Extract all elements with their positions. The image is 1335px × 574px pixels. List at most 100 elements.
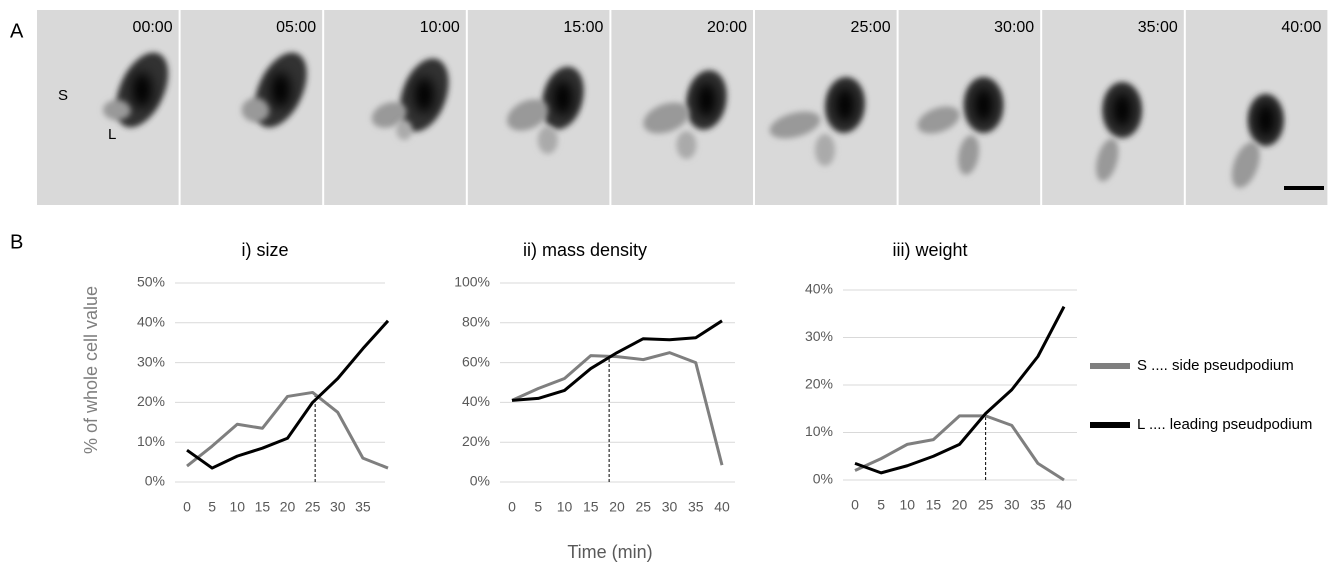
x-tick-label: 30 [1004,497,1020,513]
cell [241,98,270,122]
x-tick-label: 10 [557,499,573,515]
cell-core [270,72,291,108]
data-line [186,390,389,470]
timestamp: 40:00 [1281,19,1321,36]
x-tick-label: 40 [714,499,730,515]
frame: 10:00 [324,10,466,205]
cell [103,100,131,120]
cell-core [1112,92,1133,128]
chart-title: i) size [241,240,288,260]
cell-label: S [58,87,68,104]
x-tick-label: 20 [952,497,968,513]
data-line [186,319,390,470]
x-axis-label: Time (min) [567,542,652,562]
timestamp: 15:00 [563,19,603,36]
x-tick-label: 30 [330,499,346,515]
y-tick-label: 0% [145,473,165,489]
x-tick-label: 15 [255,499,271,515]
cell [958,135,980,175]
cell-core [414,77,435,113]
y-tick-label: 0% [470,473,490,489]
cell [537,126,558,154]
x-tick-label: 5 [534,499,542,515]
y-tick-label: 0% [813,471,833,487]
x-tick-label: 15 [583,499,599,515]
y-tick-label: 20% [805,376,833,392]
frame: 20:00 [611,10,753,205]
y-tick-label: 10% [137,433,165,449]
y-tick-label: 40% [137,314,165,330]
y-tick-label: 10% [805,423,833,439]
cell [1231,142,1260,188]
x-tick-label: 10 [899,497,915,513]
y-tick-label: 40% [805,281,833,297]
y-tick-label: 40% [462,393,490,409]
cell-core [1255,102,1276,138]
cell-label: L [108,126,116,143]
cell [507,99,549,131]
x-tick-label: 20 [280,499,296,515]
data-line [854,305,1066,475]
timestamp: 25:00 [851,19,891,36]
timestamp: 05:00 [276,19,316,36]
y-tick-label: 80% [462,314,490,330]
legend-label: L .... leading pseudpodium [1137,416,1312,433]
x-tick-label: 20 [609,499,625,515]
y-tick-label: 50% [137,274,165,290]
x-tick-label: 0 [508,499,516,515]
y-tick-label: 30% [137,353,165,369]
x-tick-label: 30 [662,499,678,515]
chart-title: iii) weight [892,240,967,260]
y-tick-label: 20% [462,433,490,449]
x-tick-label: 5 [877,497,885,513]
x-tick-label: 40 [1056,497,1072,513]
y-tick-label: 60% [462,353,490,369]
data-line [854,414,1065,482]
cell [1095,138,1119,182]
y-tick-label: 100% [454,274,490,290]
frame: 40:00 [1185,10,1328,205]
y-tick-label: 20% [137,393,165,409]
chart-title: ii) mass density [523,240,647,260]
frame: 05:00 [180,10,323,205]
x-tick-label: 25 [978,497,994,513]
x-tick-label: 35 [1030,497,1046,513]
timestamp: 20:00 [707,19,747,36]
panel-label: B [10,231,23,253]
cell [396,120,413,140]
x-tick-label: 10 [229,499,245,515]
data-line [511,319,723,402]
cell-core [835,87,855,123]
timestamp: 00:00 [133,19,173,36]
frame: 25:00 [755,10,897,205]
cell [676,131,697,159]
frame: 35:00 [1042,10,1184,205]
x-tick-label: 35 [688,499,704,515]
cell [769,111,821,139]
x-tick-label: 25 [635,499,651,515]
frame: 00:00 [37,10,179,205]
cell [815,134,835,166]
x-tick-label: 0 [851,497,859,513]
cell [917,106,960,134]
x-tick-label: 5 [208,499,216,515]
timestamp: 30:00 [994,19,1034,36]
x-tick-label: 35 [355,499,371,515]
y-tick-label: 30% [805,328,833,344]
y-axis-label: % of whole cell value [81,286,101,454]
timestamp: 35:00 [1138,19,1178,36]
cell-core [973,87,994,123]
x-tick-label: 15 [926,497,942,513]
cell [371,102,407,128]
panel-label: A [10,20,24,42]
x-tick-label: 25 [305,499,321,515]
timestamp: 10:00 [420,19,460,36]
legend-label: S .... side pseudpodium [1137,357,1294,374]
cell [643,102,690,134]
cell-core [552,80,573,116]
data-line [511,351,724,466]
cell-core [696,82,717,118]
frame: 30:00 [898,10,1041,205]
frame: 15:00 [467,10,610,205]
